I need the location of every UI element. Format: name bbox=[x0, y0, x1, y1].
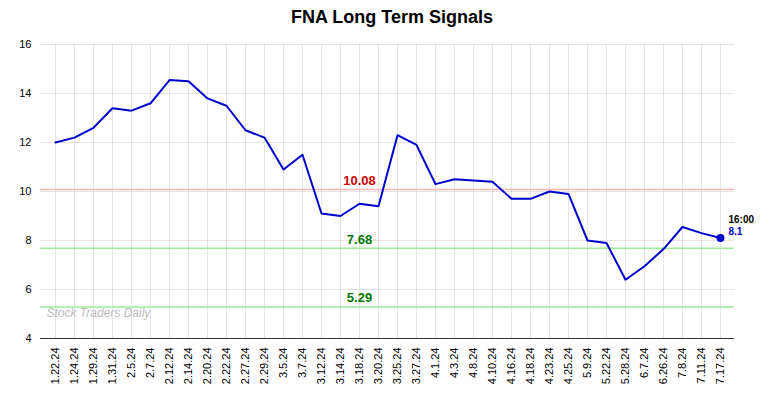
svg-text:5.22.24: 5.22.24 bbox=[600, 348, 612, 385]
svg-text:7.8.24: 7.8.24 bbox=[676, 348, 688, 379]
svg-text:8.1: 8.1 bbox=[729, 226, 743, 237]
svg-text:7.17.24: 7.17.24 bbox=[714, 348, 726, 385]
svg-text:3.18.24: 3.18.24 bbox=[353, 348, 365, 385]
svg-text:2.20.24: 2.20.24 bbox=[201, 348, 213, 385]
svg-text:2.14.24: 2.14.24 bbox=[182, 348, 194, 385]
svg-text:4.10.24: 4.10.24 bbox=[486, 348, 498, 385]
svg-text:14: 14 bbox=[19, 87, 31, 99]
svg-text:2.27.24: 2.27.24 bbox=[239, 348, 251, 385]
svg-text:6.26.24: 6.26.24 bbox=[657, 348, 669, 385]
svg-text:6: 6 bbox=[25, 283, 31, 295]
svg-text:10: 10 bbox=[19, 185, 31, 197]
svg-text:4.8.24: 4.8.24 bbox=[467, 348, 479, 379]
svg-text:3.14.24: 3.14.24 bbox=[334, 348, 346, 385]
svg-text:3.27.24: 3.27.24 bbox=[410, 348, 422, 385]
svg-text:4.16.24: 4.16.24 bbox=[505, 348, 517, 385]
svg-text:2.7.24: 2.7.24 bbox=[144, 348, 156, 379]
svg-text:4.1.24: 4.1.24 bbox=[429, 348, 441, 379]
svg-text:5.29: 5.29 bbox=[347, 290, 372, 305]
svg-text:6.7.24: 6.7.24 bbox=[638, 348, 650, 379]
svg-text:4.23.24: 4.23.24 bbox=[543, 348, 555, 385]
svg-text:10.08: 10.08 bbox=[343, 173, 376, 188]
svg-text:4.3.24: 4.3.24 bbox=[448, 348, 460, 379]
svg-text:3.5.24: 3.5.24 bbox=[277, 348, 289, 379]
svg-text:1.24.24: 1.24.24 bbox=[68, 348, 80, 385]
svg-text:16: 16 bbox=[19, 38, 31, 50]
svg-text:8: 8 bbox=[25, 234, 31, 246]
svg-text:3.7.24: 3.7.24 bbox=[296, 348, 308, 379]
svg-text:2.5.24: 2.5.24 bbox=[125, 348, 137, 379]
svg-text:1.29.24: 1.29.24 bbox=[87, 348, 99, 385]
html-text:FNA Long Term Signals: FNA Long Term Signals bbox=[291, 7, 493, 27]
svg-text:1.22.24: 1.22.24 bbox=[49, 348, 61, 385]
svg-text:5.9.24: 5.9.24 bbox=[581, 348, 593, 379]
svg-text:7.11.24: 7.11.24 bbox=[695, 348, 707, 384]
svg-text:3.20.24: 3.20.24 bbox=[372, 348, 384, 385]
svg-text:1.31.24: 1.31.24 bbox=[106, 348, 118, 385]
svg-text:5.28.24: 5.28.24 bbox=[619, 348, 631, 385]
svg-text:12: 12 bbox=[19, 136, 31, 148]
svg-text:2.22.24: 2.22.24 bbox=[220, 348, 232, 385]
svg-text:3.25.24: 3.25.24 bbox=[391, 348, 403, 385]
svg-text:4.18.24: 4.18.24 bbox=[524, 348, 536, 385]
svg-text:7.68: 7.68 bbox=[347, 232, 372, 247]
svg-text:16:00: 16:00 bbox=[729, 214, 755, 225]
svg-text:2.29.24: 2.29.24 bbox=[258, 348, 270, 385]
svg-text:4.25.24: 4.25.24 bbox=[562, 348, 574, 385]
svg-text:3.12.24: 3.12.24 bbox=[315, 348, 327, 385]
svg-text:2.12.24: 2.12.24 bbox=[163, 348, 175, 385]
svg-text:4: 4 bbox=[25, 332, 31, 344]
svg-text:Stock Traders Daily: Stock Traders Daily bbox=[47, 306, 152, 320]
